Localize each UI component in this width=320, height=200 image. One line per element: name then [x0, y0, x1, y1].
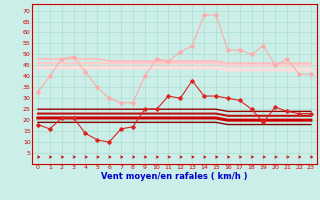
- X-axis label: Vent moyen/en rafales ( km/h ): Vent moyen/en rafales ( km/h ): [101, 172, 248, 181]
